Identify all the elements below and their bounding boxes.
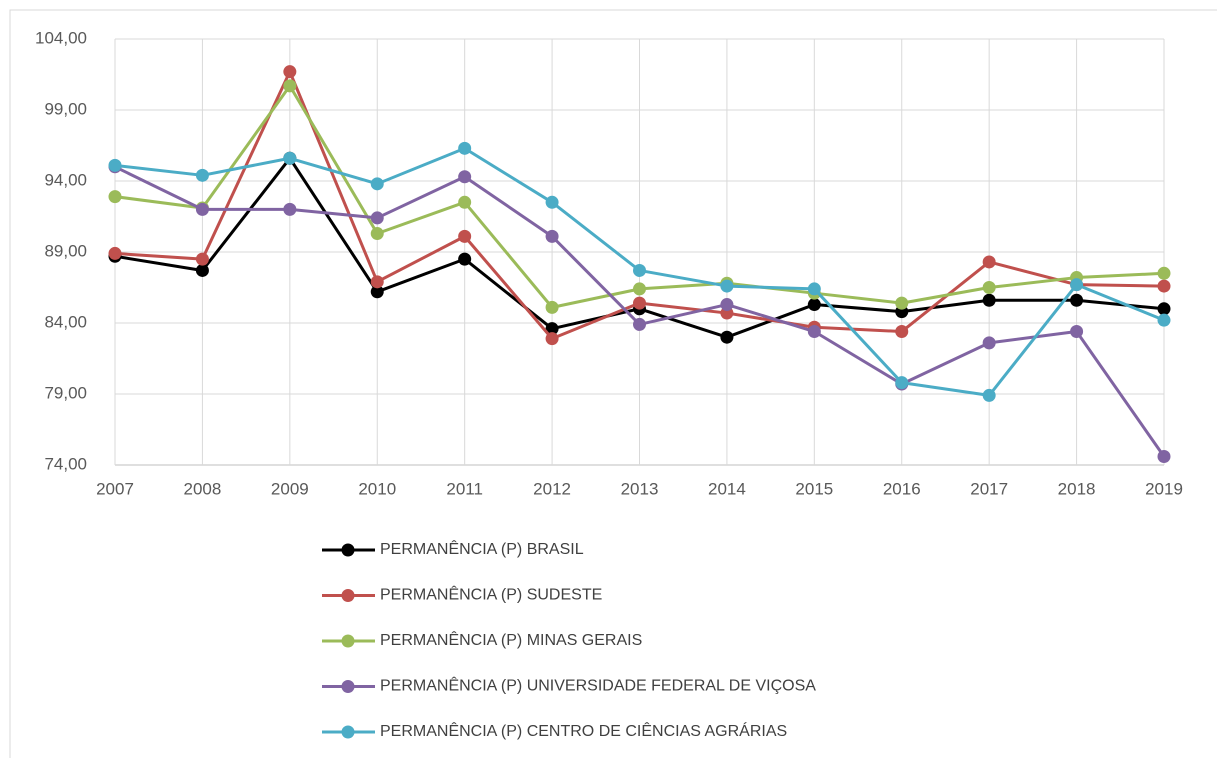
point [807,298,821,312]
point [633,296,646,310]
point [1070,293,1084,307]
x-tick-label: 2010 [358,479,396,498]
point [720,279,734,293]
x-tick-label: 2018 [1058,479,1096,498]
point [633,282,646,296]
legend: PERMANÊNCIA (P) BRASIL PERMANÊNCIA (P) SU… [322,539,816,740]
point [108,190,122,204]
x-tick-label: 2019 [1145,479,1183,498]
point [458,252,472,266]
point [370,285,384,299]
x-tick-label: 2011 [446,479,483,498]
point [895,376,909,390]
point [1157,449,1171,463]
y-tick-label: 89,00 [44,241,87,260]
point [545,195,559,209]
y-tick-label: 99,00 [44,99,87,118]
legend-marker [341,543,355,557]
point [982,388,996,402]
legend-label: PERMANÊNCIA (P) CENTRO DE CIÊNCIAS AGRÁR… [380,721,787,740]
x-tick-label: 2014 [708,479,746,498]
point [195,168,209,182]
chart-border [9,9,1217,758]
y-tick-label: 104,00 [35,28,87,47]
point [545,332,559,346]
point [633,263,646,277]
point [807,325,821,339]
point [370,177,384,191]
point [370,275,384,289]
y-tick-label: 94,00 [44,170,87,189]
legend-marker [341,634,355,648]
y-tick-label: 74,00 [44,454,87,473]
point [195,252,209,266]
legend-marker [341,680,355,693]
point [545,322,559,336]
point [1070,325,1084,339]
point [1157,313,1171,327]
point [807,282,821,296]
x-tick-label: 2008 [184,479,222,498]
x-tick-label: 2017 [970,479,1008,498]
y-tick-label: 79,00 [44,383,87,402]
point [283,79,297,93]
legend-label: PERMANÊNCIA (P) BRASIL [380,539,584,558]
point [720,330,734,344]
point [633,317,646,331]
point [370,211,384,225]
point [370,227,384,241]
x-tick-label: 2016 [883,479,921,498]
point [982,336,996,350]
point [720,298,734,312]
point [458,229,472,243]
point [458,141,472,155]
point [545,300,559,314]
point [982,255,996,269]
point [195,263,209,277]
point [108,246,122,260]
point [982,281,996,294]
point [895,296,909,310]
point [1157,302,1171,316]
x-tick-label: 2009 [271,479,309,498]
point [982,293,996,307]
point [283,202,297,216]
x-tick-label: 2013 [621,479,659,498]
point [1070,278,1084,292]
point [458,195,472,209]
legend-label: PERMANÊNCIA (P) SUDESTE [380,585,602,604]
point [545,229,559,243]
legend-label: PERMANÊNCIA (P) UNIVERSIDADE FEDERAL DE … [380,676,816,695]
legend-label: PERMANÊNCIA (P) MINAS GERAIS [380,630,642,649]
point [1157,266,1171,280]
point [283,65,297,79]
x-tick-label: 2007 [96,479,134,498]
x-tick-label: 2012 [533,479,571,498]
y-tick-label: 84,00 [44,312,87,331]
point [895,325,909,339]
legend-marker [341,589,355,602]
legend-marker [341,725,355,739]
point [283,151,297,165]
point [195,202,209,216]
x-tick-label: 2015 [795,479,833,498]
point [458,170,472,184]
point [1157,279,1171,293]
point [108,158,122,172]
